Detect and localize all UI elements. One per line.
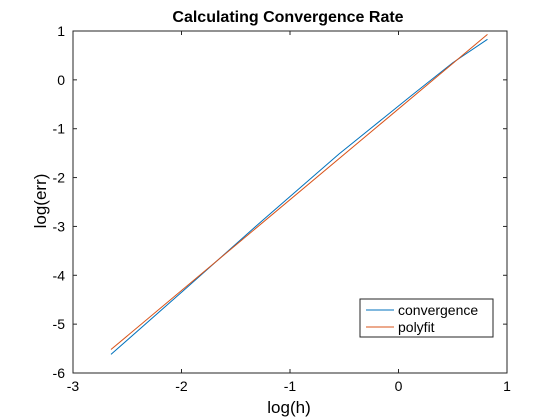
y-tick-label: -3 [53,218,66,234]
x-tick-label: -2 [175,378,188,394]
x-tick-label: 1 [503,378,511,394]
y-tick-label: -2 [53,170,66,186]
x-tick-label: -1 [284,378,297,394]
y-tick-label: -4 [53,267,66,283]
series-line-convergence [110,38,488,355]
y-tick-label: 0 [57,72,65,88]
legend-label-convergence: convergence [398,302,478,318]
x-tick-label: -3 [67,378,80,394]
legend-label-polyfit: polyfit [398,319,435,335]
chart-title: Calculating Convergence Rate [172,9,403,26]
x-axis-label: log(h) [267,398,310,417]
series-line-polyfit [110,34,488,350]
y-tick-label: -5 [53,316,66,332]
y-tick-label: -1 [53,121,66,137]
legend-box [359,298,494,338]
y-tick-label: -6 [53,365,66,381]
plot-area: -3 -2 -1 0 1 -6 -5 -4 -3 -2 -1 0 1 [53,23,512,394]
x-tick-label: 0 [395,378,403,394]
y-tick-label: 1 [57,23,65,39]
y-axis-label: log(err) [31,174,50,229]
